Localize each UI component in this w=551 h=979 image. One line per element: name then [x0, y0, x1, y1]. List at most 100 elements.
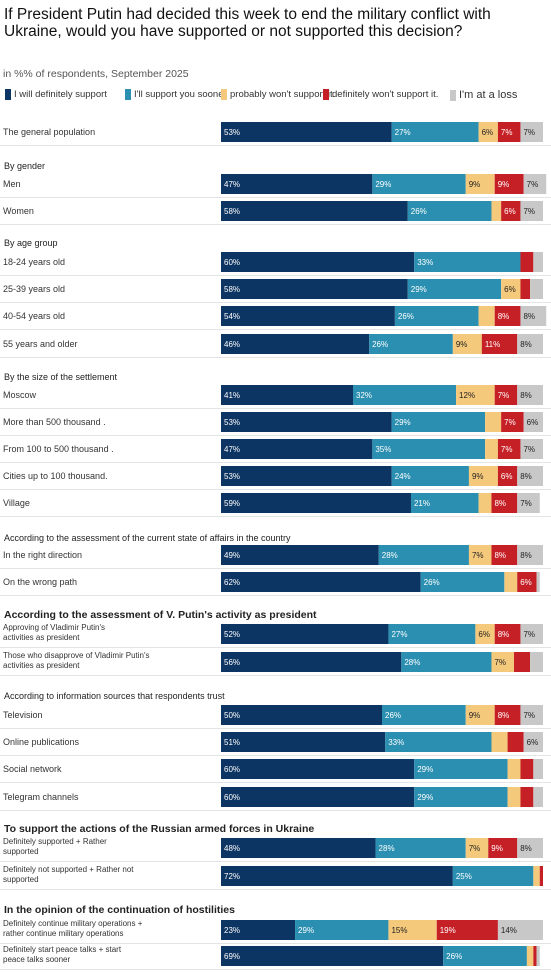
data-label: 7%	[501, 128, 513, 137]
bar-segment-definitely-won-t-support-it	[514, 652, 531, 672]
group-label-according-to-information-sources-that-re: According to information sources that re…	[4, 691, 225, 701]
data-label: 28%	[382, 551, 398, 560]
legend-swatch	[323, 89, 329, 100]
bar-segment-definitely-won-t-support-it	[497, 466, 518, 486]
row-label-25-39-years-old: 25-39 years old	[3, 284, 66, 294]
legend-label: definitely won't support it.	[332, 89, 439, 100]
bar-segment-i-ll-support-you-sooner	[388, 624, 476, 644]
data-label: 11%	[485, 340, 500, 349]
bar-segment-probably-won-t-support-it	[475, 624, 495, 644]
row-label-from-100-to-500-thousand: From 100 to 500 thousand .	[3, 444, 114, 454]
row-label-men: Men	[3, 179, 21, 189]
bar-segment-probably-won-t-support-it	[452, 334, 482, 354]
data-label: 19%	[440, 926, 456, 935]
legend-item-probably-not: probably won't support it.	[221, 89, 335, 100]
data-label: 32%	[356, 391, 372, 400]
row-label-definitely-start-peace-talks-start-peace: Definitely start peace talks + start pea…	[3, 945, 122, 964]
row-label-definitely-supported-rather-supported: Definitely supported + Rather supported	[3, 837, 107, 856]
bar-segment-i-will-definitely-support	[221, 306, 395, 326]
data-label: 59%	[224, 499, 240, 508]
bar-segment-i-ll-support-you-sooner	[295, 920, 389, 940]
row-label-definitely-continue-military-operations-: Definitely continue military operations …	[3, 919, 143, 938]
row-label-social-network: Social network	[3, 764, 62, 774]
bar-segment-i-will-definitely-support	[221, 920, 296, 940]
bar-segment-definitely-won-t-support-it	[491, 545, 518, 565]
bar-segment-definitely-won-t-support-it	[494, 624, 521, 644]
group-label-according-to-the-assessment-of-v-putin-s: According to the assessment of V. Putin'…	[4, 609, 317, 621]
bar-segment-i-ll-support-you-sooner	[372, 439, 486, 459]
data-label: 60%	[224, 793, 240, 802]
data-label: 23%	[224, 926, 240, 935]
data-label: 6%	[504, 207, 516, 216]
data-label: 24%	[395, 472, 411, 481]
data-label: 26%	[424, 578, 440, 587]
row-label-in-the-right-direction: In the right direction	[3, 550, 83, 560]
chart-subtitle: in %% of respondents, September 2025	[3, 68, 189, 80]
bar-segment-i-ll-support-you-sooner	[420, 572, 505, 592]
bar-segment-i-m-at-a-loss	[523, 732, 543, 752]
row-label-the-general-population: The general population	[3, 127, 96, 137]
data-label: 9%	[469, 711, 481, 720]
bar-segment-probably-won-t-support-it	[507, 787, 521, 807]
bar-segment-i-ll-support-you-sooner	[369, 334, 453, 354]
data-label: 27%	[395, 128, 411, 137]
data-label: 29%	[375, 180, 391, 189]
bar-segment-i-m-at-a-loss	[517, 493, 540, 513]
bar-segment-i-ll-support-you-sooner	[378, 545, 469, 565]
data-label: 7%	[520, 499, 532, 508]
bar-segment-i-m-at-a-loss	[533, 759, 543, 779]
bar-segment-i-ll-support-you-sooner	[391, 466, 469, 486]
data-label: 9%	[472, 472, 484, 481]
data-label: 47%	[224, 445, 240, 454]
data-label: 8%	[520, 551, 532, 560]
legend-label: probably won't support it.	[230, 89, 336, 100]
data-label: 7%	[498, 391, 510, 400]
bar-segment-i-will-definitely-support	[221, 466, 392, 486]
data-label: 7%	[501, 445, 513, 454]
group-label-by-age-group: By age group	[4, 238, 58, 248]
data-label: 7%	[523, 128, 535, 137]
bar-segment-i-will-definitely-support	[221, 946, 444, 966]
bar-segment-i-will-definitely-support	[221, 787, 415, 807]
row-label-cities-up-to-100-thousand: Cities up to 100 thousand.	[3, 471, 108, 481]
data-label: 53%	[224, 472, 240, 481]
data-label: 46%	[224, 340, 240, 349]
bar-segment-i-m-at-a-loss	[517, 545, 543, 565]
row-label-those-who-disapprove-of-vladimir-putin-s: Those who disapprove of Vladimir Putin's…	[3, 651, 150, 670]
row-label-online-publications: Online publications	[3, 737, 80, 747]
row-label-women: Women	[3, 206, 34, 216]
group-label-to-support-the-actions-of-the-russian-ar: To support the actions of the Russian ar…	[4, 823, 315, 835]
group-label-in-the-opinion-of-the-continuation-of-ho: In the opinion of the continuation of ho…	[4, 904, 235, 916]
bar-segment-probably-won-t-support-it	[468, 466, 498, 486]
row-label-village: Village	[3, 498, 30, 508]
bar-segment-i-ll-support-you-sooner	[401, 652, 492, 672]
bar-segment-probably-won-t-support-it	[485, 439, 498, 459]
bar-segment-i-will-definitely-support	[221, 493, 411, 513]
data-label: 6%	[482, 128, 494, 137]
legend-label: I will definitely support	[14, 89, 107, 100]
data-label: 58%	[224, 285, 240, 294]
data-label: 29%	[417, 765, 433, 774]
data-label: 51%	[224, 738, 240, 747]
bar-segment-i-ll-support-you-sooner	[410, 493, 479, 513]
bar-segment-i-will-definitely-support	[221, 385, 354, 405]
legend-label: I'll support you sooner	[134, 89, 227, 100]
bar-segment-probably-won-t-support-it	[388, 920, 437, 940]
bar-segment-definitely-won-t-support-it	[494, 385, 518, 405]
bar-segment-probably-won-t-support-it	[478, 493, 492, 513]
bar-segment-i-will-definitely-support	[221, 439, 373, 459]
data-label: 29%	[395, 418, 411, 427]
data-label: 26%	[411, 207, 427, 216]
bar-segment-probably-won-t-support-it	[465, 705, 495, 725]
group-label-by-the-size-of-the-settlement: By the size of the settlement	[4, 372, 118, 382]
bar-segment-probably-won-t-support-it	[526, 946, 534, 966]
row-label-telegram-channels: Telegram channels	[3, 792, 79, 802]
legend-label: I'm at a loss	[459, 89, 518, 101]
bar-segment-i-ll-support-you-sooner	[443, 946, 527, 966]
bar-segment-i-will-definitely-support	[221, 279, 408, 299]
bar-segment-definitely-won-t-support-it	[497, 122, 521, 142]
bar-segment-definitely-won-t-support-it	[539, 866, 543, 886]
bar-segment-i-will-definitely-support	[221, 705, 382, 725]
bar-segment-i-m-at-a-loss	[530, 279, 543, 299]
bar-segment-probably-won-t-support-it	[485, 412, 502, 432]
